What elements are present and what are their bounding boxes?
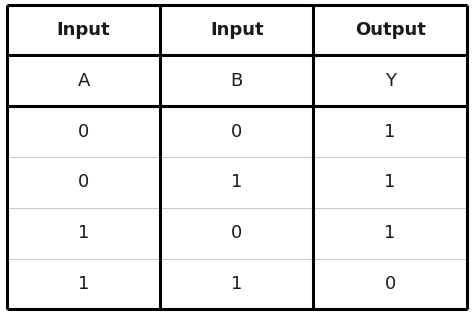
Text: 1: 1 (78, 224, 90, 242)
Text: 1: 1 (384, 224, 396, 242)
Text: 0: 0 (384, 275, 396, 293)
Text: 1: 1 (231, 275, 243, 293)
Text: Input: Input (210, 21, 264, 39)
Text: Input: Input (57, 21, 110, 39)
Text: Output: Output (355, 21, 426, 39)
Text: 0: 0 (231, 123, 242, 141)
Text: 0: 0 (78, 123, 89, 141)
Text: 0: 0 (231, 224, 242, 242)
Text: Y: Y (384, 72, 396, 90)
Text: A: A (77, 72, 90, 90)
Text: 1: 1 (384, 123, 396, 141)
Text: 0: 0 (78, 173, 89, 191)
Text: 1: 1 (384, 173, 396, 191)
Text: 1: 1 (231, 173, 243, 191)
Text: B: B (231, 72, 243, 90)
Text: 1: 1 (78, 275, 90, 293)
